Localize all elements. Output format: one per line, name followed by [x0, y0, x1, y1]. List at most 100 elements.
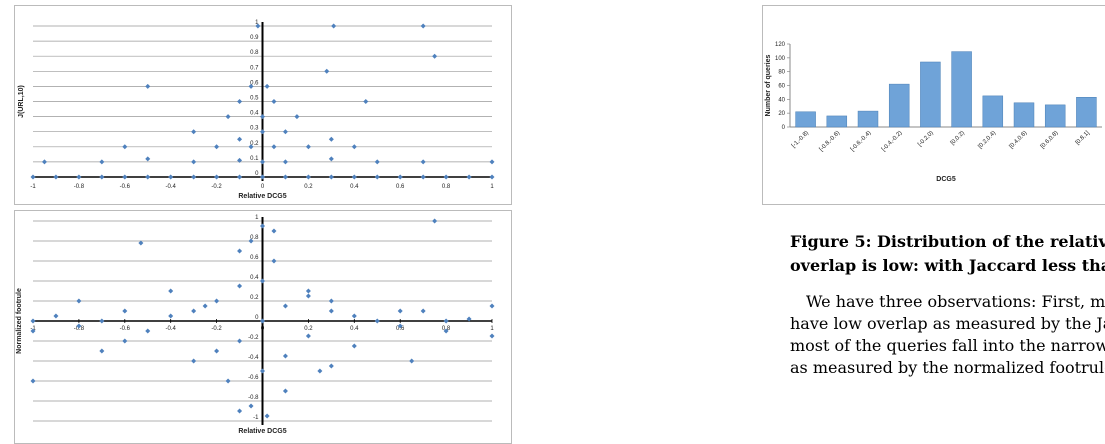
point	[30, 378, 36, 384]
y-tick-label: 0	[782, 125, 786, 131]
x-tick-label: -0.4	[166, 184, 177, 190]
point	[53, 313, 59, 319]
y-axis-title: Number of queries	[765, 54, 772, 116]
point	[260, 318, 265, 324]
y-tick-label: 0.9	[250, 35, 259, 41]
point	[331, 23, 337, 29]
y-tick-label: -1	[253, 415, 259, 421]
x-tick-label: 0.6	[396, 326, 405, 332]
point	[145, 328, 151, 334]
point	[271, 99, 277, 104]
point	[237, 408, 243, 414]
y-tick-label: 0.4	[250, 275, 259, 281]
point	[76, 174, 82, 180]
point	[260, 129, 265, 135]
point	[466, 316, 472, 322]
point	[443, 318, 449, 324]
point	[489, 174, 495, 180]
point	[30, 318, 36, 324]
point	[282, 353, 288, 359]
point	[191, 358, 197, 364]
x-tick-label: 0.2	[304, 184, 313, 190]
y-tick-label: 20	[778, 111, 785, 117]
y-tick-label: -0.8	[248, 395, 259, 401]
point	[191, 159, 197, 165]
bar	[857, 110, 879, 128]
point	[122, 144, 128, 150]
point	[420, 308, 426, 314]
x-tick-label: -0.2	[211, 184, 222, 190]
point	[328, 136, 334, 142]
x-tick-label: [-1,-0.8)	[791, 130, 810, 149]
point	[99, 348, 105, 354]
point	[260, 159, 265, 165]
point	[30, 328, 36, 334]
bar	[1076, 97, 1097, 128]
point	[168, 313, 174, 319]
bar	[826, 115, 848, 128]
point	[351, 174, 357, 180]
x-tick-label: [0.6,0.8)	[1040, 130, 1060, 150]
point	[99, 174, 105, 180]
y-tick-label: 0.1	[250, 156, 259, 162]
point	[363, 99, 369, 104]
point	[282, 303, 288, 309]
bar	[795, 111, 816, 128]
point	[260, 114, 265, 120]
y-tick-label: 80	[778, 70, 785, 76]
point	[122, 338, 128, 344]
x-tick-label: 0.2	[304, 326, 313, 332]
x-tick-label: [0,0.2)	[950, 130, 966, 146]
point	[305, 174, 311, 180]
point	[351, 144, 357, 150]
point	[305, 293, 311, 299]
point	[328, 363, 334, 369]
point	[41, 159, 47, 165]
y-tick-label: -0.4	[248, 355, 259, 361]
point	[260, 174, 265, 180]
point	[122, 308, 128, 314]
point	[260, 223, 265, 229]
point	[432, 218, 438, 224]
point	[53, 174, 59, 180]
chart-frame	[762, 5, 1105, 205]
point	[260, 278, 265, 284]
point	[397, 174, 403, 180]
point	[466, 174, 472, 180]
x-tick-label: [0.4,0.6)	[1009, 130, 1029, 150]
body-text: We have three observations: First, mos	[806, 292, 1105, 311]
y-tick-label: 60	[778, 84, 785, 90]
y-tick-label: 0.5	[250, 96, 259, 102]
y-tick-label: 0.8	[250, 235, 259, 241]
x-tick-label: [-0.6,-0.4)	[850, 130, 873, 153]
point	[122, 174, 128, 180]
y-tick-label: 0.6	[250, 80, 259, 86]
point	[397, 323, 403, 329]
point	[374, 159, 380, 165]
point	[328, 308, 334, 314]
x-tick-label: [0.8,1]	[1075, 130, 1091, 146]
y-tick-label: 120	[775, 42, 786, 48]
caption: Figure 5: Distribution of the relative I	[790, 232, 1105, 251]
point	[443, 328, 449, 334]
bar	[951, 51, 972, 128]
point	[202, 303, 208, 309]
point	[237, 99, 243, 104]
x-tick-label: -1	[30, 184, 36, 190]
x-tick-label: [-0.8,-0.6)	[819, 130, 842, 153]
point	[168, 288, 174, 294]
point	[237, 248, 243, 254]
point	[76, 298, 82, 304]
bar	[982, 95, 1004, 128]
x-tick-label: 0.6	[396, 184, 405, 190]
point	[305, 144, 311, 150]
point	[324, 68, 330, 74]
point	[374, 174, 380, 180]
y-tick-label: 0.2	[250, 295, 259, 301]
point	[282, 388, 288, 394]
point	[282, 159, 288, 165]
point	[282, 129, 288, 135]
point	[328, 156, 334, 162]
point	[420, 159, 426, 165]
